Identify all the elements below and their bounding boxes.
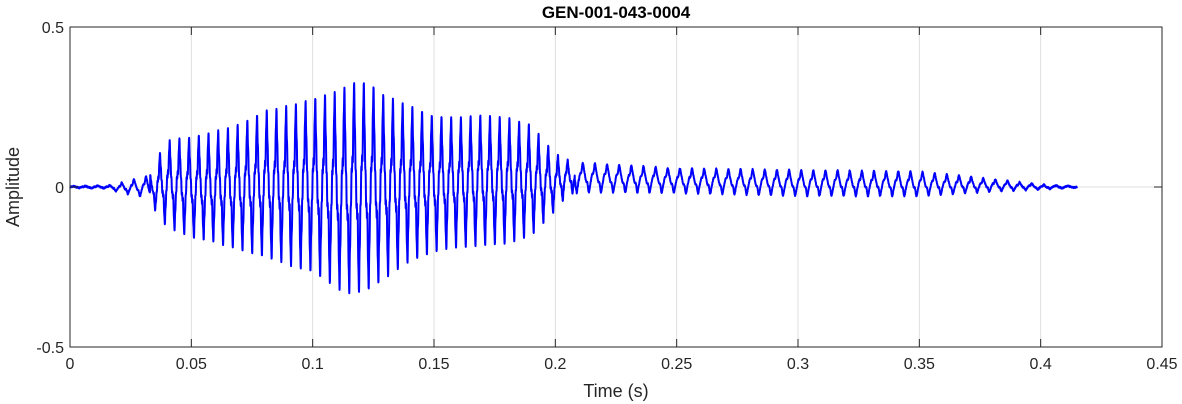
x-tick-label: 0.05 <box>176 356 207 373</box>
y-tick-label: 0 <box>55 180 64 197</box>
ticks: 0 0.05 0.1 0.15 0.2 0.25 0.3 0.35 0.4 0.45-0.500.… <box>36 20 1177 373</box>
waveform-series-line <box>69 82 1078 295</box>
chart-title: GEN-001-043-0004 <box>542 3 691 22</box>
x-axis-label: Time (s) <box>583 381 648 401</box>
x-tick-label: 0 <box>66 356 75 373</box>
y-tick-label: 0.5 <box>42 20 64 37</box>
x-tick-label: 0.4 <box>1030 356 1052 373</box>
x-tick-label: 0.25 <box>661 356 692 373</box>
x-tick-label: 0.2 <box>544 356 566 373</box>
series-layer <box>69 82 1078 295</box>
y-axis-label: Amplitude <box>3 147 23 227</box>
x-tick-label: 0.45 <box>1146 356 1177 373</box>
x-tick-label: 0.35 <box>904 356 935 373</box>
x-tick-label: 0.15 <box>418 356 449 373</box>
x-tick-label: 0.3 <box>787 356 809 373</box>
y-tick-label: -0.5 <box>36 340 64 357</box>
x-tick-label: 0.1 <box>302 356 324 373</box>
